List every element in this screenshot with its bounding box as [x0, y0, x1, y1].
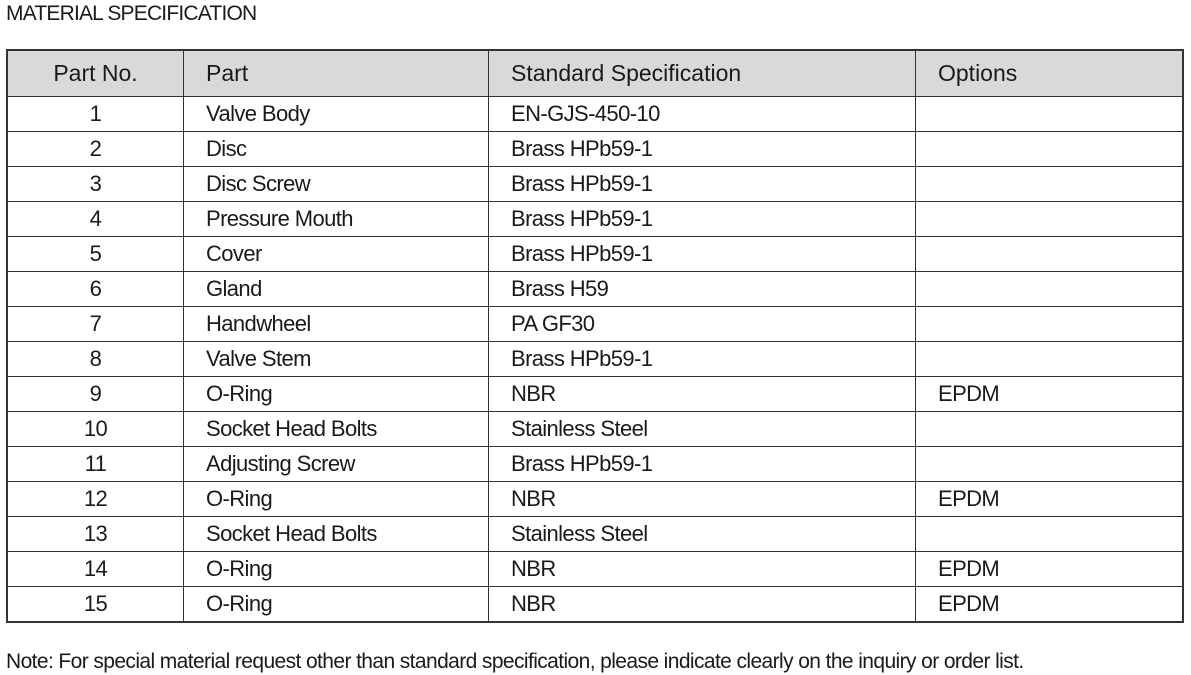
- table-cell: [915, 236, 1184, 272]
- table-cell: [915, 96, 1184, 132]
- note-text: Note: For special material request other…: [6, 650, 1024, 673]
- table-row: 13 Socket Head Bolts Stainless Steel: [6, 516, 1184, 552]
- table-cell: 12: [6, 481, 184, 517]
- table-cell: [915, 201, 1184, 237]
- table-row: 8 Valve Stem Brass HPb59-1: [6, 341, 1184, 377]
- table-row: 9 O-Ring NBR EPDM: [6, 376, 1184, 412]
- table-cell: Brass H59: [488, 271, 916, 307]
- table-cell: O-Ring: [183, 376, 489, 412]
- table-cell: Brass HPb59-1: [488, 446, 916, 482]
- table-row: 7 Handwheel PA GF30: [6, 306, 1184, 342]
- table-cell: Brass HPb59-1: [488, 131, 916, 167]
- table-cell: Pressure Mouth: [183, 201, 489, 237]
- table-cell: Disc: [183, 131, 489, 167]
- table-cell: [915, 271, 1184, 307]
- table-cell: 15: [6, 586, 184, 623]
- table-row: 4 Pressure Mouth Brass HPb59-1: [6, 201, 1184, 237]
- table-cell: Stainless Steel: [488, 411, 916, 447]
- table-cell: PA GF30: [488, 306, 916, 342]
- table-cell: [915, 411, 1184, 447]
- table-cell: 8: [6, 341, 184, 377]
- table-row: 2 Disc Brass HPb59-1: [6, 131, 1184, 167]
- table-cell: Cover: [183, 236, 489, 272]
- table-cell: NBR: [488, 376, 916, 412]
- table-cell: Stainless Steel: [488, 516, 916, 552]
- table-cell: Valve Stem: [183, 341, 489, 377]
- table-cell: Adjusting Screw: [183, 446, 489, 482]
- table-row: 3 Disc Screw Brass HPb59-1: [6, 166, 1184, 202]
- table-cell: NBR: [488, 586, 916, 623]
- table-cell: 10: [6, 411, 184, 447]
- table-cell: NBR: [488, 551, 916, 587]
- table-cell: 4: [6, 201, 184, 237]
- table-cell: Valve Body: [183, 96, 489, 132]
- table-cell: 1: [6, 96, 184, 132]
- table-cell: EPDM: [915, 551, 1184, 587]
- table-cell: 14: [6, 551, 184, 587]
- column-header: Standard Specification: [488, 49, 916, 97]
- table-header-row: Part No. Part Standard Specification Option…: [6, 49, 1184, 97]
- table-cell: [915, 516, 1184, 552]
- table-cell: Socket Head Bolts: [183, 516, 489, 552]
- material-spec-table: Part No. Part Standard Specification Option…: [6, 49, 1184, 623]
- table-row: 10 Socket Head Bolts Stainless Steel: [6, 411, 1184, 447]
- table-cell: Disc Screw: [183, 166, 489, 202]
- table-row: 1 Valve Body EN-GJS-450-10: [6, 96, 1184, 132]
- table-cell: EN-GJS-450-10: [488, 96, 916, 132]
- table-row: 11 Adjusting Screw Brass HPb59-1: [6, 446, 1184, 482]
- table-cell: 3: [6, 166, 184, 202]
- table-cell: [915, 166, 1184, 202]
- column-header: Options: [915, 49, 1184, 97]
- table-cell: EPDM: [915, 376, 1184, 412]
- table-cell: Socket Head Bolts: [183, 411, 489, 447]
- table-cell: 6: [6, 271, 184, 307]
- table-cell: 11: [6, 446, 184, 482]
- table-cell: O-Ring: [183, 586, 489, 623]
- table-cell: EPDM: [915, 481, 1184, 517]
- table-cell: [915, 306, 1184, 342]
- table-cell: O-Ring: [183, 551, 489, 587]
- table-row: 14 O-Ring NBR EPDM: [6, 551, 1184, 587]
- table-cell: [915, 446, 1184, 482]
- table-cell: Brass HPb59-1: [488, 166, 916, 202]
- table-cell: 13: [6, 516, 184, 552]
- table-cell: Gland: [183, 271, 489, 307]
- table-row: 6 Gland Brass H59: [6, 271, 1184, 307]
- table-cell: 2: [6, 131, 184, 167]
- table-cell: [915, 341, 1184, 377]
- table-cell: 7: [6, 306, 184, 342]
- table-cell: 9: [6, 376, 184, 412]
- table-cell: [915, 131, 1184, 167]
- table-row: 15 O-Ring NBR EPDM: [6, 586, 1184, 623]
- column-header: Part: [183, 49, 489, 97]
- table-cell: Brass HPb59-1: [488, 341, 916, 377]
- table-cell: Handwheel: [183, 306, 489, 342]
- table-row: 12 O-Ring NBR EPDM: [6, 481, 1184, 517]
- table-cell: Brass HPb59-1: [488, 201, 916, 237]
- table-cell: NBR: [488, 481, 916, 517]
- table-cell: 5: [6, 236, 184, 272]
- column-header: Part No.: [6, 49, 184, 97]
- table-cell: EPDM: [915, 586, 1184, 623]
- table-cell: O-Ring: [183, 481, 489, 517]
- table-row: 5 Cover Brass HPb59-1: [6, 236, 1184, 272]
- table-cell: Brass HPb59-1: [488, 236, 916, 272]
- page-title: MATERIAL SPECIFICATION: [6, 2, 257, 25]
